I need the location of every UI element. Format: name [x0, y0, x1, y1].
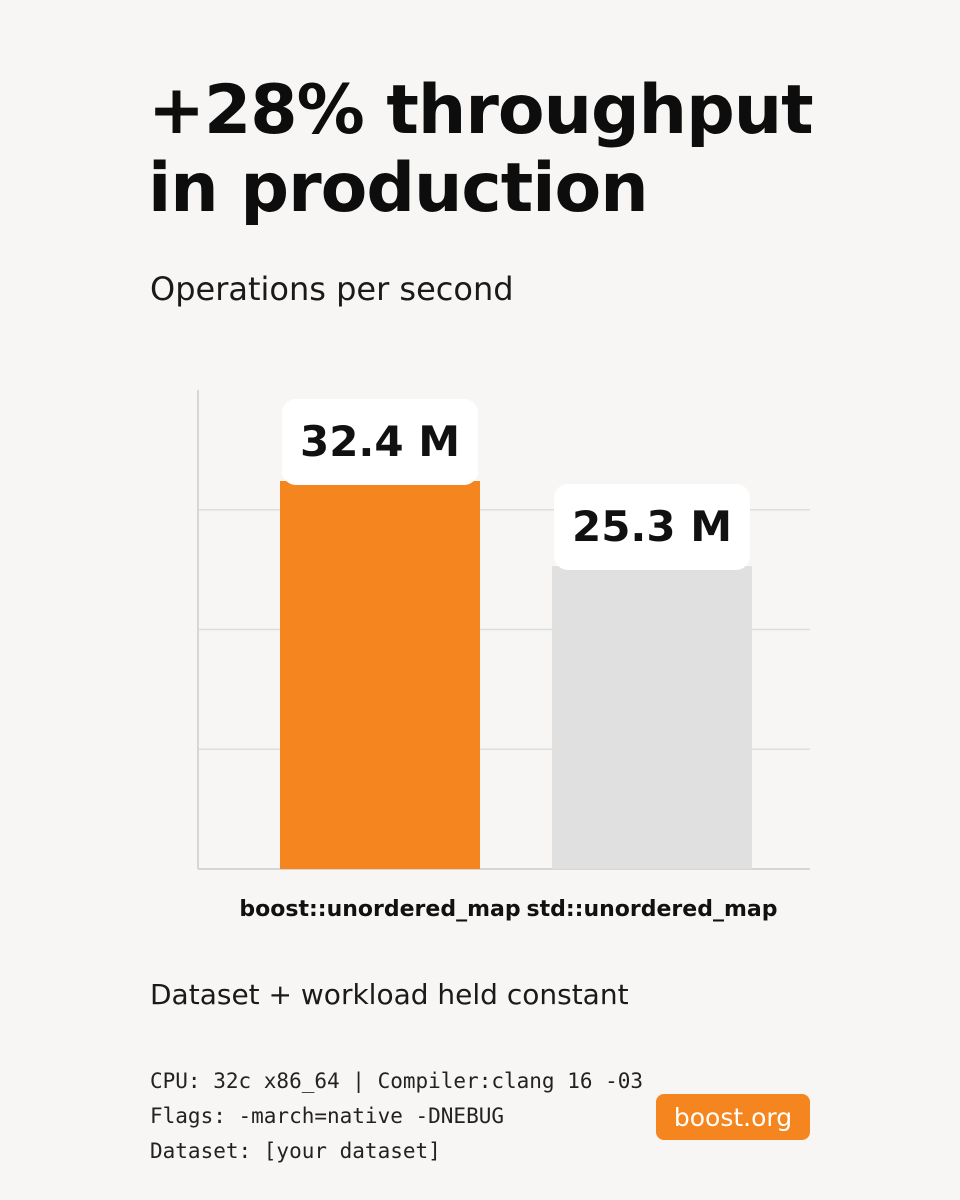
x-tick-label: std::unordered_map — [527, 897, 778, 922]
spec-line-flags: Flags: -march=native -DNEBUG — [150, 1104, 505, 1128]
chart-title-line-2: in production — [148, 149, 649, 228]
data-label: 32.4 M — [300, 417, 460, 466]
data-label-background — [554, 484, 750, 571]
chart-title: +28% throughput in production — [148, 72, 928, 228]
bar-1 — [280, 481, 480, 869]
x-tick-label: boost::unordered_map — [239, 897, 520, 922]
spec-line-cpu: CPU: 32c x86_64 | Compiler:clang 16 -03 — [150, 1069, 644, 1093]
brand-link[interactable]: boost.org — [656, 1094, 810, 1140]
spec-line-dataset: Dataset: [your dataset] — [150, 1139, 441, 1163]
data-label-background — [282, 399, 478, 486]
benchmark-specs: CPU: 32c x86_64 | Compiler:clang 16 -03 … — [150, 1064, 643, 1169]
chart-subtitle: Operations per second — [150, 270, 514, 308]
bar-2 — [552, 566, 752, 869]
data-label: 25.3 M — [572, 502, 732, 551]
methodology-note: Dataset + workload held constant — [150, 978, 629, 1011]
chart-title-line-1: +28% throughput — [148, 71, 814, 150]
